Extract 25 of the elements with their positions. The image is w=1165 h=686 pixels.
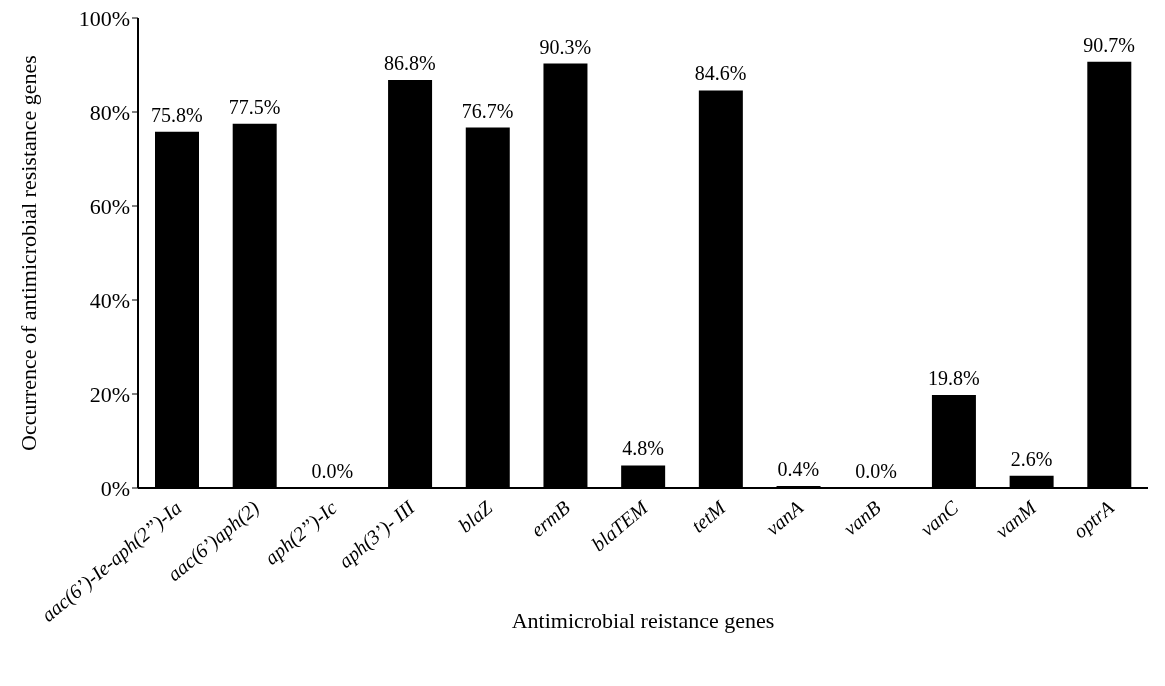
- data-label: 0.0%: [855, 460, 897, 482]
- data-label: 77.5%: [228, 95, 281, 118]
- x-axis-title: Antimicrobial reistance genes: [511, 608, 775, 633]
- data-label: 84.6%: [694, 62, 747, 85]
- data-label: 75.8%: [151, 103, 203, 126]
- data-label: 19.8%: [927, 366, 980, 389]
- y-tick-label: 40%: [89, 287, 130, 313]
- y-tick-label: 60%: [89, 193, 130, 219]
- x-tick-label: vanA: [761, 495, 808, 540]
- y-tick-label: 20%: [89, 381, 130, 407]
- y-tick-label: 80%: [89, 99, 130, 125]
- data-label: 2.6%: [1010, 447, 1053, 470]
- data-label: 90.7%: [1083, 33, 1135, 56]
- data-label: 0.4%: [777, 458, 820, 481]
- y-tick-label: 100%: [78, 5, 130, 31]
- y-tick-label: 0%: [100, 475, 130, 501]
- y-axis-title: Occurrence of antimicrobial resistance genes: [15, 55, 41, 451]
- x-tick-label: vanB: [839, 496, 885, 540]
- data-label: 0.0%: [311, 460, 354, 482]
- data-label: 86.8%: [384, 52, 436, 75]
- data-label: 76.7%: [461, 99, 514, 122]
- x-tick-label: blaZ: [453, 495, 497, 537]
- x-tick-label: tetM: [687, 495, 731, 537]
- data-label: 4.8%: [622, 437, 664, 460]
- data-label: 90.3%: [539, 35, 592, 58]
